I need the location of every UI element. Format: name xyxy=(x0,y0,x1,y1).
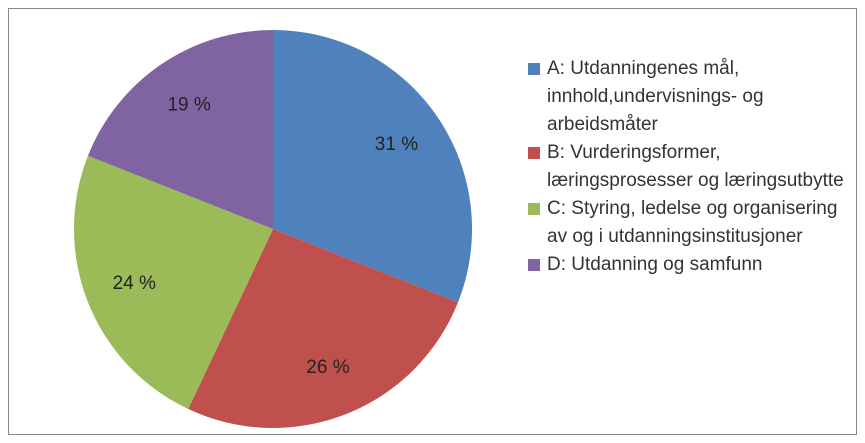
pie-slice xyxy=(74,155,274,410)
legend-label: C: Styring, ledelse og organisering av o… xyxy=(547,198,838,247)
pie-slice xyxy=(273,30,472,303)
data-label: 31 % xyxy=(375,134,418,155)
legend-label: D: Utdanning og samfunn xyxy=(547,254,763,275)
legend-item: C: Styring, ledelse og organisering av o… xyxy=(528,195,848,251)
legend-swatch xyxy=(528,203,540,215)
legend-item: D: Utdanning og samfunn xyxy=(528,251,848,279)
legend-label: B: Vurderingsformer, læringsprosesser og… xyxy=(547,142,844,191)
data-label: 24 % xyxy=(113,273,156,294)
legend-label: A: Utdanningenes mål, innhold,undervisni… xyxy=(547,58,764,135)
data-label: 26 % xyxy=(306,357,349,378)
data-label: 19 % xyxy=(167,95,210,116)
legend-swatch xyxy=(528,259,540,271)
legend-swatch xyxy=(528,63,540,75)
legend-item: B: Vurderingsformer, læringsprosesser og… xyxy=(528,139,848,195)
pie-slice xyxy=(188,229,459,428)
legend-item: A: Utdanningenes mål, innhold,undervisni… xyxy=(528,55,848,139)
pie-slice xyxy=(87,29,273,230)
legend: A: Utdanningenes mål, innhold,undervisni… xyxy=(528,55,848,279)
legend-swatch xyxy=(528,147,540,159)
